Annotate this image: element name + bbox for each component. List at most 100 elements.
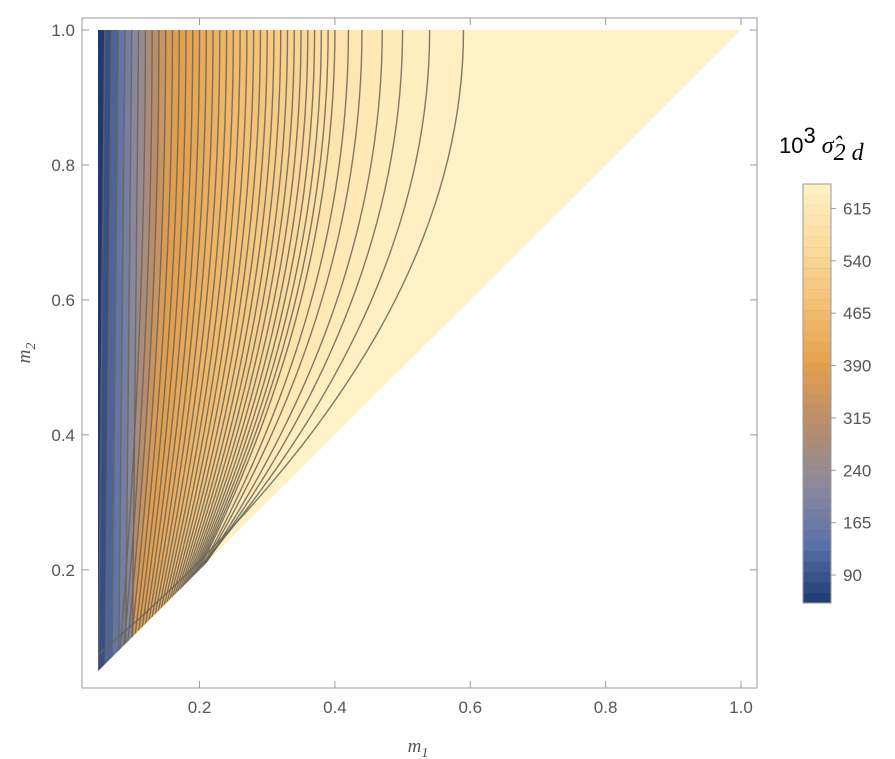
colorbar-band: [803, 320, 831, 332]
colorbar-tick-label: 540: [843, 252, 871, 271]
contour-line: [194, 30, 323, 576]
contour-region: [98, 30, 741, 671]
colorbar-title: 103 σ̂2 d: [779, 123, 865, 166]
contour-line: [142, 30, 194, 640]
contour-line: [150, 30, 207, 624]
colorbar-band: [803, 225, 831, 237]
colorbar-band: [803, 498, 831, 510]
colorbar-band: [803, 246, 831, 258]
contour-line: [98, 30, 106, 671]
contour-line: [125, 30, 160, 656]
colorbar-band: [803, 435, 831, 447]
contour-line: [172, 30, 268, 608]
contour-line: [130, 30, 167, 640]
contour-line: [157, 30, 228, 624]
colorbar-band: [803, 445, 831, 457]
colorbar-band: [803, 456, 831, 468]
contour-line: [168, 30, 255, 608]
colorbar: 90 165 240 315 390 465 540 615: [802, 183, 871, 604]
contour-line: [196, 30, 350, 576]
colorbar-band: [803, 393, 831, 405]
colorbar-tick-label: 465: [843, 304, 871, 323]
colorbar-band: [803, 592, 831, 604]
colorbar-tick-label: 315: [843, 409, 871, 428]
contour-line: [165, 30, 241, 608]
contour-line: [180, 30, 282, 592]
contour-line: [196, 30, 404, 576]
plot-frame: [81, 17, 758, 689]
contour-line: [181, 30, 289, 592]
colorbar-band: [803, 288, 831, 300]
contour-line: [194, 30, 329, 576]
y-tick-label: 1.0: [51, 21, 75, 40]
colorbar-band: [803, 278, 831, 290]
y-tick-label: 0.8: [51, 156, 75, 175]
colorbar-band: [803, 487, 831, 499]
contour-line: [124, 30, 133, 655]
colorbar-band: [803, 204, 831, 216]
colorbar-band: [803, 362, 831, 374]
colorbar-band: [803, 372, 831, 384]
y-tick-label: 0.4: [51, 426, 75, 445]
contour-line: [139, 30, 187, 640]
y-tick-label: 0.6: [51, 291, 75, 310]
colorbar-band: [803, 194, 831, 206]
x-tick-label: 0.6: [458, 698, 482, 717]
colorbar-band: [803, 403, 831, 415]
contour-line: [184, 30, 302, 592]
colorbar-band: [803, 184, 831, 195]
colorbar-band: [803, 299, 831, 311]
colorbar-band: [803, 477, 831, 489]
colorbar-band: [803, 351, 831, 363]
colorbar-band: [803, 236, 831, 248]
contour-line: [133, 30, 174, 640]
colorbar-band: [803, 561, 831, 573]
contour-line: [195, 30, 336, 576]
colorbar-tick-label: 165: [843, 514, 871, 533]
contour-line: [178, 30, 275, 592]
x-tick-label: 1.0: [729, 698, 753, 717]
x-tick-label: 0.4: [323, 698, 347, 717]
colorbar-band: [803, 508, 831, 520]
y-axis-label: m2: [14, 343, 39, 364]
colorbar-band: [803, 466, 831, 478]
colorbar-band: [803, 571, 831, 583]
y-tick-label: 0.2: [51, 561, 75, 580]
contour-line: [152, 30, 214, 624]
colorbar-tick-label: 90: [843, 566, 862, 585]
colorbar-band: [803, 330, 831, 342]
x-tick-label: 0.2: [188, 698, 212, 717]
colorbar-band: [803, 383, 831, 394]
colorbar-band: [803, 215, 831, 227]
x-axis: 0.2 0.4 0.6 0.8 1.0: [188, 18, 753, 717]
colorbar-band: [803, 529, 831, 541]
contour-line: [185, 30, 309, 592]
y-axis: 0.2 0.4 0.6 0.8 1.0: [51, 21, 757, 580]
x-tick-label: 0.8: [594, 698, 618, 717]
contour-line: [136, 30, 180, 640]
contour-line: [118, 30, 126, 655]
colorbar-frame: [802, 183, 832, 604]
contour-line: [163, 30, 235, 608]
contour-line: [111, 30, 120, 671]
colorbar-band: [803, 540, 831, 552]
colorbar-band: [803, 519, 831, 531]
x-axis-label: m1: [408, 736, 429, 759]
contour-line: [104, 30, 113, 671]
contour-line: [155, 30, 221, 624]
contour-line: [197, 30, 363, 576]
colorbar-tick-label: 615: [843, 199, 871, 218]
colorbar-band: [803, 341, 831, 353]
colorbar-band: [803, 582, 831, 594]
contour-line: [167, 30, 248, 608]
contour-line: [182, 30, 295, 592]
colorbar-band: [803, 550, 831, 562]
contour-line: [118, 30, 147, 656]
contour-line: [147, 30, 201, 624]
contour-line: [197, 30, 383, 576]
contour-line: [170, 30, 262, 608]
colorbar-tick-label: 390: [843, 357, 871, 376]
colorbar-band: [803, 309, 831, 321]
colorbar-band: [803, 424, 831, 436]
